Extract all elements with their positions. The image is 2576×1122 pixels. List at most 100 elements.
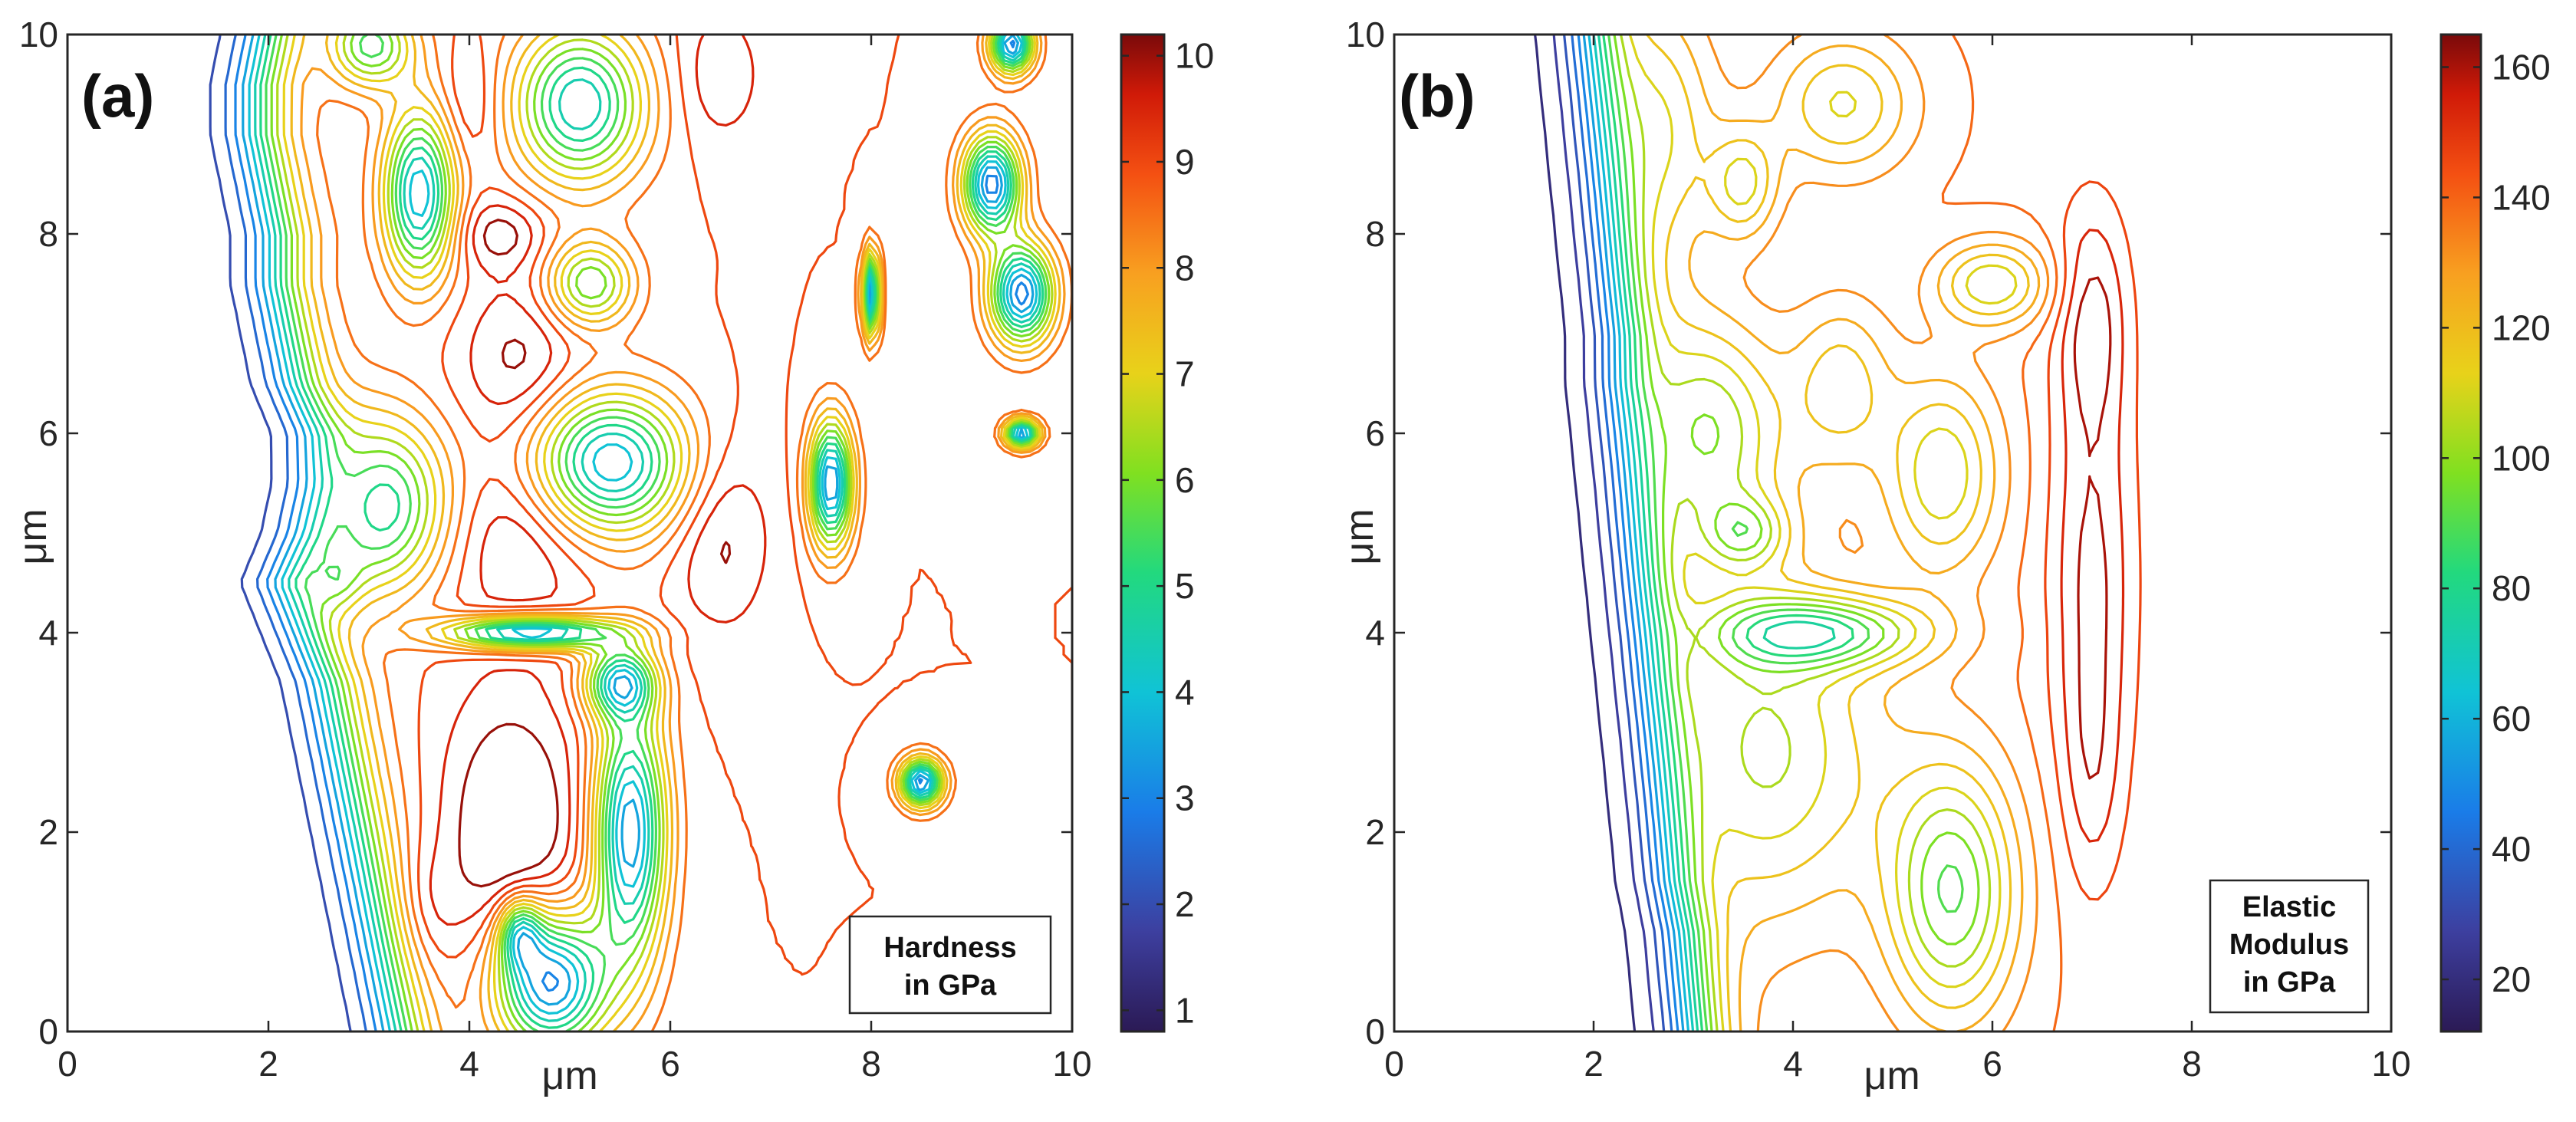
y-tick-label: 2 — [38, 812, 58, 852]
y-tick-label: 4 — [1365, 613, 1385, 653]
annotation-line-2: Modulus — [2229, 929, 2349, 961]
contour-level-7 — [254, 35, 1041, 1032]
colorbar-tick-label: 5 — [1175, 566, 1195, 606]
y-axis-label-a: μm — [11, 508, 55, 564]
contour-level-11 — [276, 35, 1054, 1032]
panel-label-b: (b) — [1399, 62, 1476, 130]
colorbar-tick-label: 8 — [1175, 248, 1195, 288]
axes-frame-a — [66, 33, 1074, 1033]
x-tick-label: 0 — [58, 1044, 77, 1084]
colorbar-tick-label: 160 — [2492, 47, 2551, 87]
colorbar-tick-label: 6 — [1175, 460, 1195, 500]
annotation-line-1: Elastic — [2242, 891, 2337, 923]
colorbar-tick-label: 40 — [2492, 829, 2531, 869]
x-tick-label: 0 — [1384, 1044, 1404, 1084]
contour-level-2 — [209, 35, 352, 1032]
x-tick-label: 2 — [258, 1044, 278, 1084]
colorbar-tick-label: 140 — [2492, 177, 2551, 217]
colorbar-ticks-b: 20 40 60 80 100 120 140 160 — [2441, 47, 2551, 999]
contour-level-12 — [1619, 35, 1992, 1032]
y-axis-label-b: μm — [1337, 508, 1382, 564]
y-tick-label: 0 — [1365, 1012, 1385, 1051]
contour-level-15 — [316, 35, 1072, 1032]
contour-level-0 — [1534, 35, 1637, 1032]
x-tick-label: 8 — [861, 1044, 881, 1084]
x-axis-label-b: μm — [1864, 1054, 1920, 1098]
contour-level-9 — [265, 35, 1048, 1032]
x-tick-label: 10 — [2371, 1044, 2410, 1084]
x-tick-label: 2 — [1584, 1044, 1604, 1084]
contour-level-4 — [1577, 35, 1679, 1032]
y-tick-label: 8 — [1365, 214, 1385, 254]
colorbar-tick-label: 9 — [1175, 142, 1195, 182]
colorbar-tick-label: 1 — [1175, 990, 1195, 1030]
contour-level-18 — [2044, 180, 2142, 901]
annotation-box-a: Hardness in GPa — [848, 915, 1052, 1015]
colorbar-tick-label: 100 — [2492, 438, 2551, 478]
colorbar-ticks-a: 1 2 3 4 5 6 7 8 9 10 — [1121, 36, 1214, 1030]
annotation-box-b: Elastic Modulus in GPa — [2209, 879, 2370, 1014]
colorbar-b: 20 40 60 80 100 120 140 160 — [2439, 33, 2551, 1033]
contour-level-4 — [234, 35, 1029, 1032]
colorbar-tick-label: 7 — [1175, 354, 1195, 394]
colorbar-gradient-b — [2439, 33, 2482, 1033]
contour-level-13 — [290, 35, 1061, 1032]
contour-level-1 — [1552, 35, 1655, 1032]
contour-level-8 — [259, 35, 1045, 1032]
axes-frame-b — [1393, 33, 2393, 1033]
x-tick-label: 4 — [459, 1044, 479, 1084]
colorbar-tick-label: 60 — [2492, 699, 2531, 739]
panel-a: 0 2 4 6 8 10 0 2 4 6 8 10 (a) μm μm Hardness in GPa… — [11, 15, 1214, 1098]
colorbar-tick-label: 3 — [1175, 778, 1195, 818]
contour-level-2 — [1563, 35, 1666, 1032]
x-tick-label: 10 — [1052, 1044, 1091, 1084]
contour-level-8 — [1597, 35, 1836, 1032]
contour-level-3 — [1571, 35, 1673, 1032]
colorbar-tick-label: 10 — [1175, 36, 1214, 76]
colorbar-tick-label: 4 — [1175, 672, 1195, 712]
y-tick-label: 2 — [1365, 812, 1385, 852]
contour-level-7 — [1592, 35, 1695, 1032]
contour-level-9 — [1602, 35, 1854, 1032]
contour-level-19 — [2060, 229, 2125, 843]
plot-area-b — [1394, 35, 2391, 1032]
contour-level-20 — [2073, 276, 2112, 780]
axis-ticks-a: 0 2 4 6 8 10 0 2 4 6 8 10 — [19, 15, 1092, 1084]
y-tick-label: 10 — [19, 15, 58, 54]
colorbar-tick-label: 120 — [2492, 308, 2551, 347]
contour-level-15 — [1679, 35, 2041, 1032]
axis-ticks-b: 0 2 4 6 8 10 0 2 4 6 8 10 — [1346, 15, 2411, 1084]
colorbar-a: 1 2 3 4 5 6 7 8 9 10 — [1120, 33, 1214, 1033]
x-tick-label: 6 — [660, 1044, 680, 1084]
colorbar-gradient-a — [1120, 33, 1166, 1033]
x-tick-label: 8 — [2182, 1044, 2202, 1084]
x-tick-label: 6 — [1982, 1044, 2002, 1084]
contour-level-5 — [1582, 35, 1685, 1032]
contour-lines-b — [1534, 35, 2142, 1032]
contour-level-10 — [1607, 35, 1964, 1032]
contour-level-17 — [429, 35, 767, 926]
contour-level-18 — [458, 219, 732, 888]
contour-lines-a — [209, 35, 1072, 1032]
contour-level-14 — [300, 35, 1066, 1032]
contour-level-6 — [1587, 35, 1690, 1032]
contour-level-12 — [282, 35, 1057, 1032]
contour-level-5 — [242, 35, 1035, 1032]
y-tick-label: 6 — [38, 413, 58, 453]
contour-level-16 — [417, 35, 1072, 976]
y-tick-label: 10 — [1346, 15, 1385, 54]
annotation-line-3: in GPa — [2243, 966, 2336, 999]
colorbar-tick-label: 80 — [2492, 568, 2531, 608]
contour-level-11 — [1613, 35, 1980, 1032]
contour-level-17 — [1941, 35, 2063, 1032]
panel-label-a: (a) — [81, 62, 154, 130]
contour-level-10 — [270, 35, 1051, 1032]
y-tick-label: 8 — [38, 214, 58, 254]
plot-area-a — [67, 35, 1072, 1032]
contour-level-16 — [1706, 35, 2050, 1032]
y-tick-label: 0 — [38, 1012, 58, 1051]
x-axis-label-a: μm — [541, 1054, 597, 1098]
contour-level-13 — [1628, 35, 2018, 1032]
